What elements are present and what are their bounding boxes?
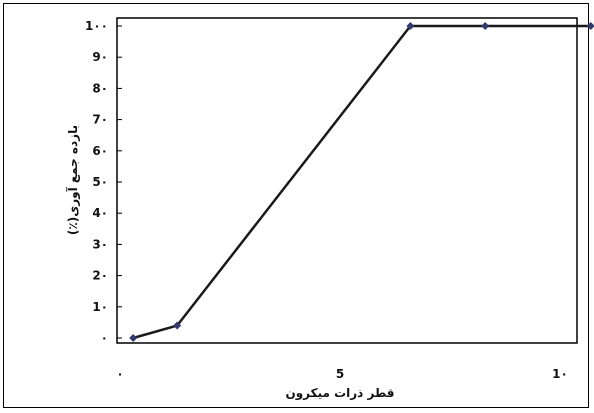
plot-area bbox=[116, 17, 578, 344]
data-point bbox=[586, 22, 594, 30]
y-tick-label: 6٠ bbox=[92, 144, 108, 158]
y-tick-label: 5٠ bbox=[92, 175, 108, 189]
x-tick-label: 1٠ bbox=[552, 367, 568, 381]
x-axis-ticks: ٠ 5 1٠ bbox=[116, 367, 568, 381]
x-tick-label: 5 bbox=[336, 367, 344, 381]
data-point bbox=[406, 22, 415, 30]
y-tick-label: 9٠ bbox=[92, 50, 108, 64]
x-tick-label: ٠ bbox=[116, 367, 123, 381]
series-group bbox=[129, 22, 594, 342]
y-tick-label: 7٠ bbox=[92, 113, 108, 127]
y-tick-label: 4٠ bbox=[92, 206, 108, 220]
data-point bbox=[173, 321, 182, 330]
y-tick-label: 2٠ bbox=[92, 269, 108, 283]
data-point bbox=[481, 22, 490, 30]
y-axis-title: بازده جمع آوری(٪) bbox=[65, 125, 81, 235]
x-axis-title: قطر ذرات میکرون bbox=[285, 386, 394, 401]
y-axis-ticks: ٠ 1٠ 2٠ 3٠ 4٠ 5٠ 6٠ 7٠ 8٠ 9٠ 1٠٠ bbox=[85, 19, 122, 345]
data-point bbox=[129, 334, 138, 342]
y-tick-label: 8٠ bbox=[92, 81, 108, 95]
y-tick-label: ٠ bbox=[101, 331, 108, 345]
y-tick-label: 1٠٠ bbox=[85, 19, 108, 33]
y-tick-label: 3٠ bbox=[92, 237, 108, 251]
y-tick-label: 1٠ bbox=[92, 300, 108, 314]
